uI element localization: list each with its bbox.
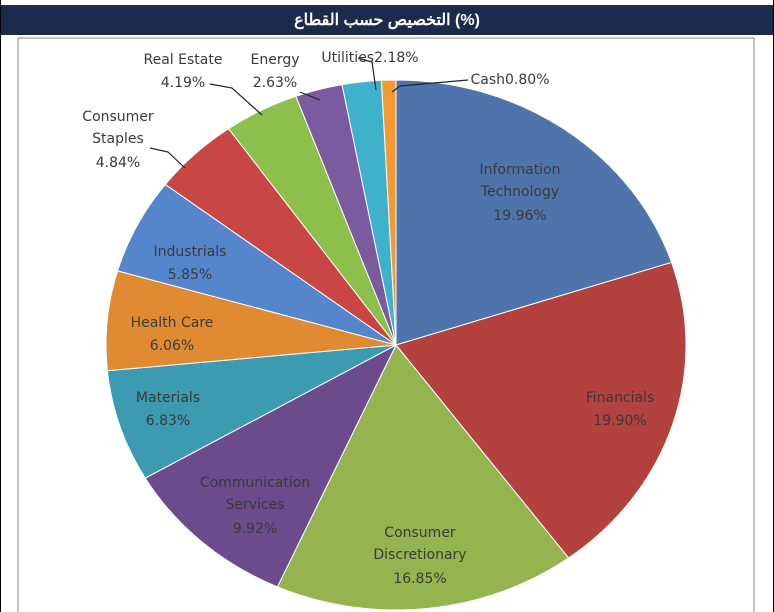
leader-line <box>149 147 186 169</box>
category-label: Energy <box>250 52 299 68</box>
data-label: Real Estate 4.19% <box>144 52 223 91</box>
data-label: Consumer Staples 4.84% <box>82 109 154 171</box>
value-label: 2.18% <box>374 50 418 66</box>
leader-line <box>209 83 263 116</box>
data-label: Financials 19.90% <box>586 390 655 429</box>
value-label: 0.80% <box>505 72 549 88</box>
value-label: 5.85% <box>168 267 212 283</box>
category-label: Materials <box>136 390 200 406</box>
value-label: 16.85% <box>393 571 446 587</box>
category-label: Cash <box>470 72 505 88</box>
pie-slice <box>144 343 398 588</box>
data-label: Consumer Discretionary 16.85% <box>373 525 466 587</box>
category-label: Utilities <box>321 50 374 66</box>
value-label: 2.63% <box>253 75 297 91</box>
data-label: Energy 2.63% <box>250 52 299 91</box>
value-label: 19.96% <box>493 208 546 224</box>
data-label: Industrials 5.85% <box>154 244 227 283</box>
data-label: Utilities2.18% <box>321 50 418 66</box>
leader-line <box>357 57 377 91</box>
category-label: Communication Services <box>200 475 310 513</box>
value-label: 4.84% <box>96 155 140 171</box>
value-label: 6.83% <box>146 413 190 429</box>
leader-line <box>391 79 469 93</box>
data-label: Health Care 6.06% <box>131 315 214 354</box>
pie-slice <box>380 79 397 346</box>
data-label: Materials 6.83% <box>136 390 200 429</box>
category-label: Industrials <box>154 244 227 260</box>
value-label: 9.92% <box>233 521 277 537</box>
category-label: Health Care <box>131 315 214 331</box>
data-label: Information Technology 19.96% <box>479 162 560 224</box>
slice-label: Utilities2.18% <box>321 50 418 66</box>
value-label: 6.06% <box>150 338 194 354</box>
category-label: Consumer Discretionary <box>373 525 466 563</box>
data-label: Cash0.80% <box>470 72 549 88</box>
category-label: Information Technology <box>479 162 560 200</box>
header-bar <box>0 5 774 35</box>
data-label: Communication Services 9.92% <box>200 475 310 537</box>
pie-slice <box>395 261 687 559</box>
chart-title: التخصيص حسب القطاع (%) <box>294 12 480 30</box>
slice-label: Cash0.80% <box>470 72 549 88</box>
category-label: Financials <box>586 390 655 406</box>
value-label: 4.19% <box>161 75 205 91</box>
value-label: 19.90% <box>593 413 646 429</box>
pie-slice <box>106 344 397 479</box>
category-label: Real Estate <box>144 52 223 68</box>
pie-slice <box>276 344 570 611</box>
leader-line <box>299 91 321 101</box>
category-label: Consumer Staples <box>82 109 154 147</box>
